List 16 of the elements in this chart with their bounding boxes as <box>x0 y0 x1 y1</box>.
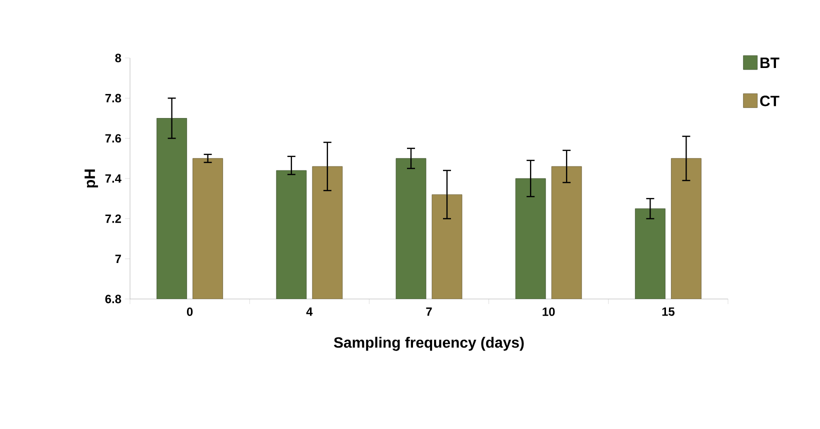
y-tick-label: 7.8 <box>105 94 122 102</box>
y-tick-label: 7 <box>115 254 121 263</box>
y-tick-label: 7.2 <box>105 214 122 223</box>
x-axis-title: Sampling frequency (days) <box>334 336 524 351</box>
x-tick-label: 0 <box>186 308 193 316</box>
x-tick-label: 7 <box>426 308 432 316</box>
y-axis-title: pH <box>84 170 98 188</box>
y-tick-label: 6.8 <box>105 294 122 304</box>
x-tick-label: 4 <box>306 308 313 316</box>
legend-label: CT <box>760 96 780 106</box>
x-tick-label: 15 <box>662 308 675 316</box>
y-tick-label: 7.4 <box>105 174 122 183</box>
y-tick-label: 8 <box>115 54 122 62</box>
legend-label: BT <box>760 58 780 68</box>
x-tick-label: 10 <box>542 308 555 316</box>
y-tick-label: 7.6 <box>105 134 122 143</box>
